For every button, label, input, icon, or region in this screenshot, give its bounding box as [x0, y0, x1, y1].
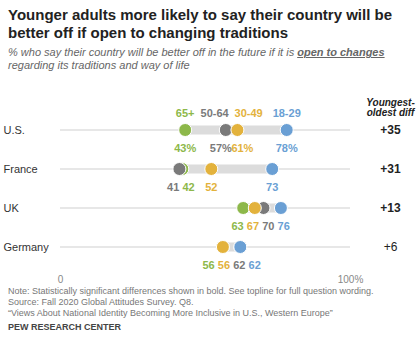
svg-text:42: 42 [182, 181, 194, 193]
svg-text:18-29: 18-29 [273, 107, 301, 119]
html-text:“Views About National Identity: “Views About National Identity Becoming … [8, 308, 333, 318]
svg-text:Youngest-oldest diff: Youngest-oldest diff [366, 97, 416, 118]
svg-text:56: 56 [218, 259, 230, 271]
svg-text:UK: UK [4, 202, 20, 214]
svg-text:61%: 61% [231, 142, 253, 154]
svg-text:57%: 57% [210, 142, 232, 154]
svg-text:0: 0 [58, 274, 64, 285]
html-text:Note: Statistically significan: Note: Statistically significant differen… [8, 286, 374, 296]
svg-text:76: 76 [278, 220, 290, 232]
svg-text:+31: +31 [380, 162, 401, 176]
svg-text:70: 70 [262, 220, 274, 232]
html-text:PEW RESEARCH CENTER: PEW RESEARCH CENTER [8, 322, 121, 332]
svg-text:+35: +35 [380, 123, 401, 137]
svg-text:50-64: 50-64 [201, 107, 230, 119]
svg-text:100%: 100% [338, 274, 364, 285]
svg-text:67: 67 [247, 220, 259, 232]
svg-text:Germany: Germany [4, 241, 50, 253]
svg-text:U.S.: U.S. [4, 124, 25, 136]
html-text:Source: Fall 2020 Global Attit: Source: Fall 2020 Global Attitudes Surve… [8, 297, 194, 307]
svg-text:62: 62 [233, 259, 245, 271]
svg-text:63: 63 [231, 220, 243, 232]
svg-text:52: 52 [205, 181, 217, 193]
svg-text:65+: 65+ [176, 107, 195, 119]
svg-text:+13: +13 [380, 201, 401, 215]
html-text:regarding its traditions and w: regarding its traditions and way of life [8, 59, 190, 71]
svg-text:+6: +6 [384, 240, 398, 254]
svg-text:41: 41 [167, 181, 179, 193]
svg-text:62: 62 [249, 259, 261, 271]
svg-text:43%: 43% [174, 142, 196, 154]
html-text:% who say their country will b: % who say their country will be better o… [8, 46, 385, 58]
html-text:Younger adults more likely to: Younger adults more likely to say their … [8, 6, 392, 41]
svg-text:30-49: 30-49 [235, 107, 263, 119]
svg-text:78%: 78% [276, 142, 298, 154]
svg-text:France: France [4, 163, 38, 175]
svg-text:73: 73 [266, 181, 278, 193]
svg-text:56: 56 [202, 259, 214, 271]
